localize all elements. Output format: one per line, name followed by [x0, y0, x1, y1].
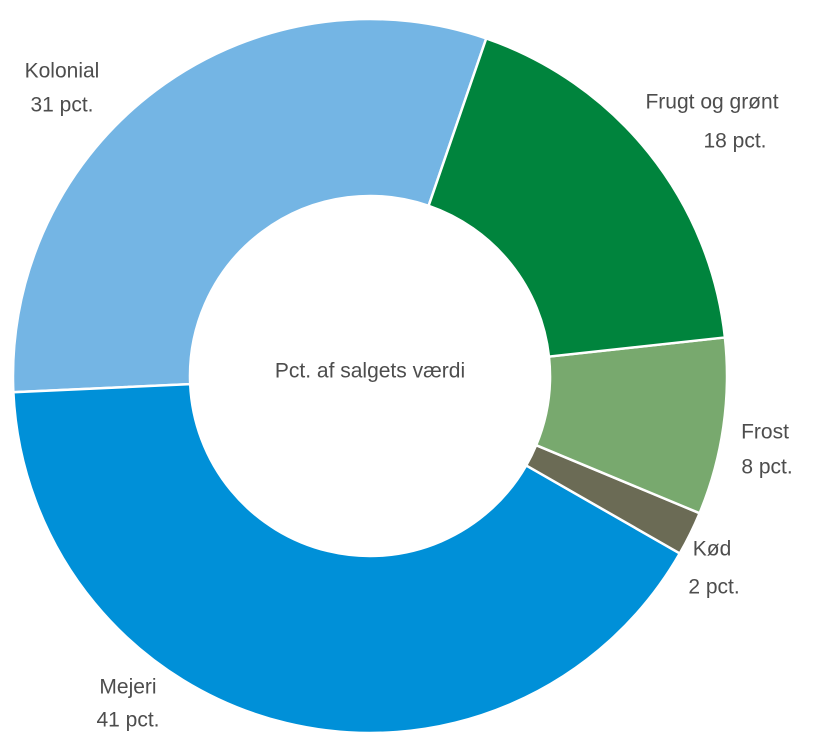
slice-value-label: 31 pct.	[30, 94, 93, 117]
donut-slice	[427, 36, 727, 358]
donut-slice	[11, 17, 488, 394]
slice-value-label: 2 pct.	[688, 576, 739, 599]
slice-label: Mejeri	[99, 676, 156, 699]
slice-value-label: 41 pct.	[96, 709, 159, 732]
slice-label: Kød	[693, 538, 732, 561]
slice-value-label: 18 pct.	[703, 130, 766, 153]
slice-label: Frugt og grønt	[645, 91, 778, 114]
donut-slice	[534, 336, 729, 515]
donut-slice	[12, 382, 682, 735]
donut-slice	[524, 443, 702, 556]
slice-label: Kolonial	[25, 60, 100, 83]
center-text: Pct. af salgets værdi	[275, 360, 465, 383]
slice-label: Frost	[741, 421, 789, 444]
slice-value-label: 8 pct.	[741, 456, 792, 479]
